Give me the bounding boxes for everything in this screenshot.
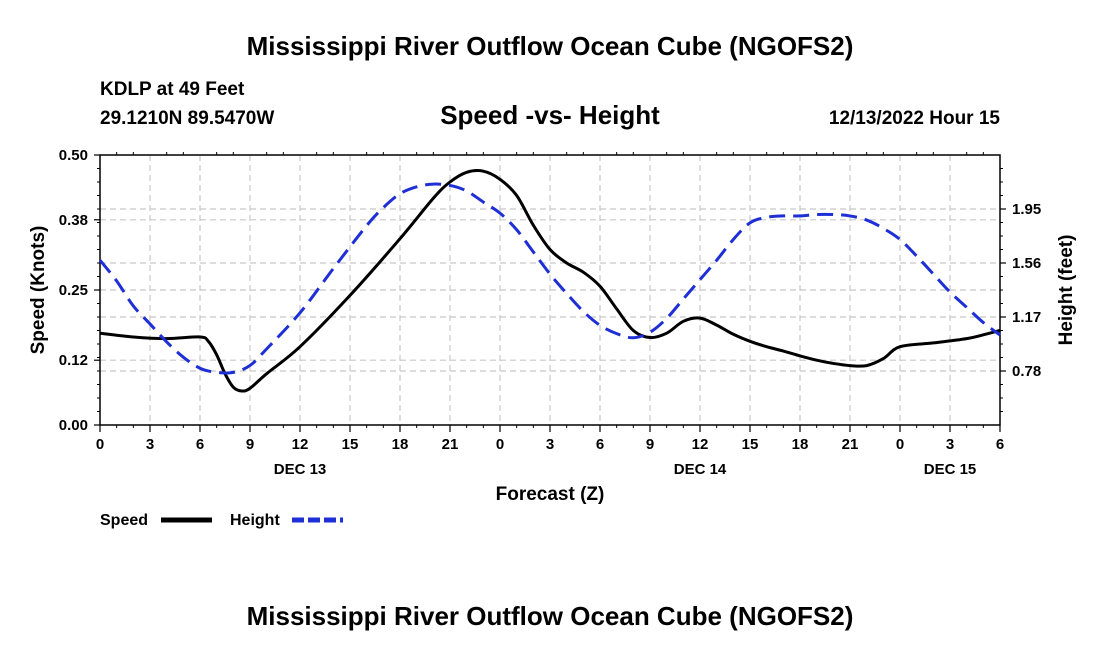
x-tick-label: 0 bbox=[96, 436, 104, 453]
x-tick-label: 6 bbox=[596, 436, 604, 453]
day-label: DEC 15 bbox=[924, 461, 977, 478]
x-tick-label: 15 bbox=[742, 436, 759, 453]
day-label: DEC 14 bbox=[674, 461, 727, 478]
series-line-height bbox=[98, 182, 1001, 375]
legend-height-label: Height bbox=[230, 512, 280, 529]
x-tick-label: 9 bbox=[646, 436, 654, 453]
chart-subtitle: Speed -vs- Height bbox=[440, 100, 660, 130]
x-tick-label: 18 bbox=[792, 436, 809, 453]
series-group bbox=[98, 169, 1001, 393]
x-tick-label: 18 bbox=[392, 436, 409, 453]
chart-title: Mississippi River Outflow Ocean Cube (NG… bbox=[247, 31, 854, 61]
y-left-tick-label: 0.12 bbox=[59, 352, 88, 369]
y-left-tick-label: 0.00 bbox=[59, 417, 88, 434]
y-axis-left-label: Speed (Knots) bbox=[28, 226, 49, 355]
legend-speed-label: Speed bbox=[100, 512, 148, 529]
y-right-tick-label: 1.56 bbox=[1012, 255, 1041, 272]
grid bbox=[100, 155, 1000, 425]
x-tick-label: 3 bbox=[946, 436, 954, 453]
y-left-tick-label: 0.50 bbox=[59, 147, 88, 164]
x-tick-label: 6 bbox=[196, 436, 204, 453]
x-tick-label: 0 bbox=[896, 436, 904, 453]
x-tick-label: 3 bbox=[146, 436, 154, 453]
footer-title: Mississippi River Outflow Ocean Cube (NG… bbox=[247, 601, 854, 631]
x-axis-label: Forecast (Z) bbox=[496, 484, 605, 505]
y-left-tick-label: 0.25 bbox=[59, 282, 88, 299]
x-tick-label: 21 bbox=[842, 436, 859, 453]
axes: 0 3 6 9 12 15 18 21 0 3 6 9 12 15 18 21 0 3 6 0.00 0.12 0.25 0… bbox=[59, 147, 1041, 478]
y-left-tick-label: 0.38 bbox=[59, 212, 88, 229]
legend: Speed Height bbox=[100, 512, 343, 529]
y-right-tick-label: 0.78 bbox=[1012, 363, 1041, 380]
x-tick-label: 12 bbox=[692, 436, 709, 453]
x-tick-label: 0 bbox=[496, 436, 504, 453]
day-label: DEC 13 bbox=[274, 461, 327, 478]
coordinates-label: 29.1210N 89.5470W bbox=[100, 108, 274, 129]
y-axis-right-label: Height (feet) bbox=[1056, 235, 1077, 346]
x-tick-label: 15 bbox=[342, 436, 359, 453]
x-tick-label: 3 bbox=[546, 436, 554, 453]
series-line-speed bbox=[99, 169, 1001, 393]
x-tick-label: 12 bbox=[292, 436, 309, 453]
station-label: KDLP at 49 Feet bbox=[100, 79, 245, 100]
x-tick-label: 6 bbox=[996, 436, 1004, 453]
x-tick-label: 21 bbox=[442, 436, 459, 453]
x-tick-label: 9 bbox=[246, 436, 254, 453]
y-right-tick-label: 1.95 bbox=[1012, 201, 1041, 218]
timestamp-label: 12/13/2022 Hour 15 bbox=[829, 108, 1001, 129]
y-right-tick-label: 1.17 bbox=[1012, 309, 1041, 326]
